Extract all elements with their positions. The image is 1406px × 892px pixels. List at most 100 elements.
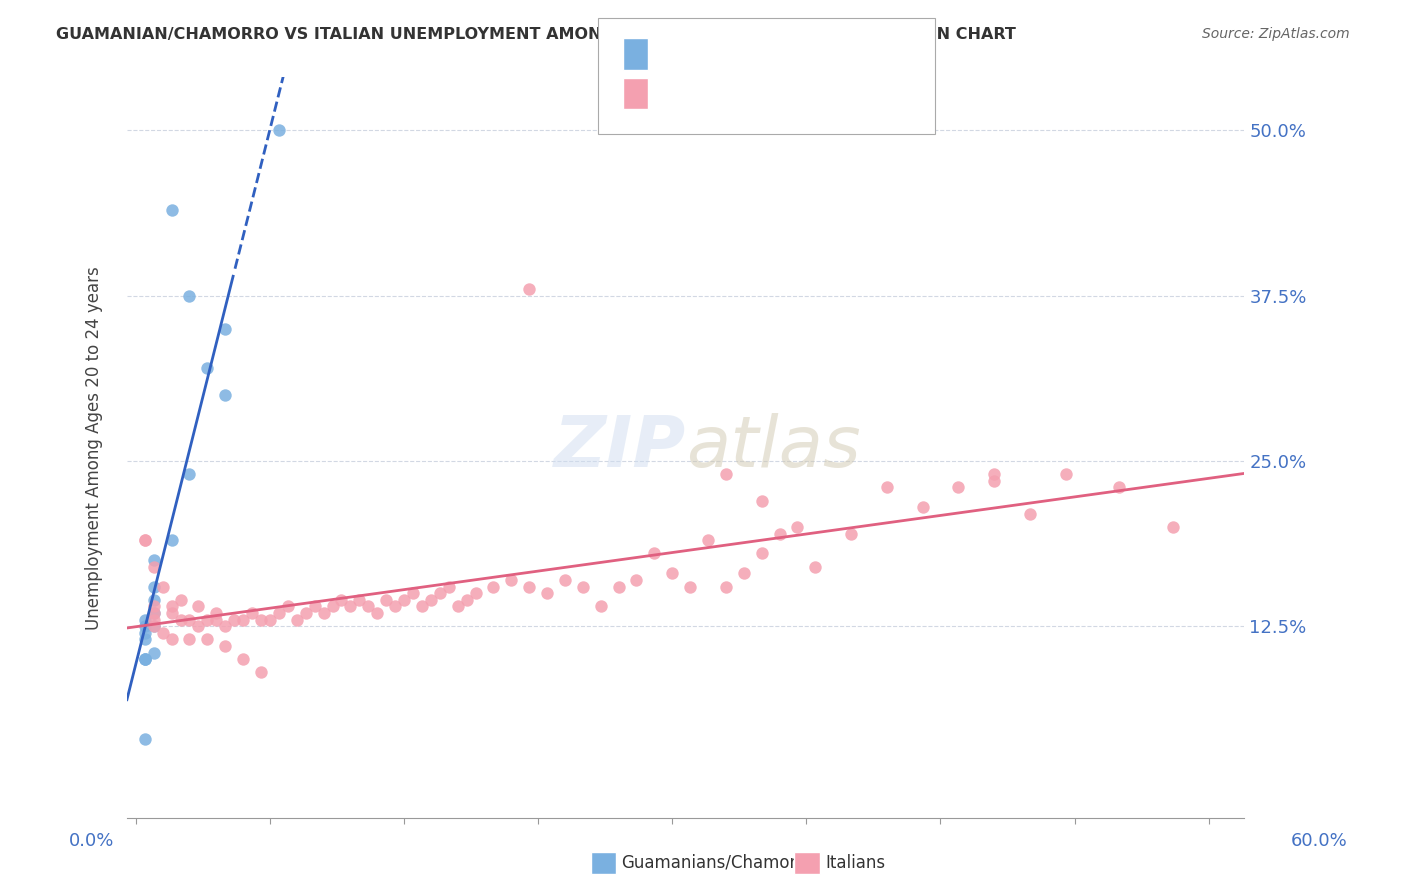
Text: N = 86: N = 86 bbox=[773, 82, 835, 100]
Point bbox=[330, 592, 353, 607]
Point bbox=[134, 533, 156, 548]
Point bbox=[179, 613, 201, 627]
Point bbox=[517, 580, 540, 594]
Point bbox=[160, 533, 183, 548]
Point bbox=[322, 599, 344, 614]
Point bbox=[285, 613, 308, 627]
Point bbox=[429, 586, 451, 600]
Point bbox=[384, 599, 406, 614]
Point bbox=[536, 586, 558, 600]
Point bbox=[876, 480, 898, 494]
Point bbox=[643, 546, 665, 560]
Point bbox=[142, 619, 165, 633]
Text: Italians: Italians bbox=[825, 854, 886, 871]
Point bbox=[983, 467, 1005, 482]
Text: R = 0.210: R = 0.210 bbox=[654, 82, 744, 100]
Point bbox=[267, 606, 290, 620]
Point bbox=[160, 606, 183, 620]
Point bbox=[804, 559, 827, 574]
Point bbox=[447, 599, 470, 614]
Point bbox=[179, 467, 201, 482]
Point bbox=[250, 613, 273, 627]
Point bbox=[195, 613, 218, 627]
Point bbox=[179, 288, 201, 302]
Point bbox=[554, 573, 576, 587]
Point bbox=[160, 202, 183, 217]
Point bbox=[134, 652, 156, 666]
Point bbox=[294, 606, 316, 620]
Point bbox=[714, 580, 737, 594]
Point bbox=[187, 599, 209, 614]
Point bbox=[661, 566, 683, 581]
Point bbox=[339, 599, 361, 614]
Point bbox=[195, 632, 218, 647]
Point bbox=[733, 566, 755, 581]
Point bbox=[240, 606, 263, 620]
Point bbox=[751, 493, 773, 508]
Point bbox=[482, 580, 505, 594]
Point bbox=[679, 580, 702, 594]
Point bbox=[232, 652, 254, 666]
Text: 60.0%: 60.0% bbox=[1291, 831, 1347, 849]
Point bbox=[232, 613, 254, 627]
Point bbox=[1018, 507, 1040, 521]
Point bbox=[142, 580, 165, 594]
Point bbox=[134, 625, 156, 640]
Point bbox=[142, 592, 165, 607]
Point bbox=[714, 467, 737, 482]
Text: N = 22: N = 22 bbox=[773, 43, 835, 61]
Point bbox=[142, 606, 165, 620]
Point bbox=[349, 592, 371, 607]
Point bbox=[142, 606, 165, 620]
Point bbox=[411, 599, 433, 614]
Point bbox=[697, 533, 720, 548]
Point bbox=[134, 533, 156, 548]
Point bbox=[366, 606, 388, 620]
Point bbox=[1108, 480, 1130, 494]
Point bbox=[948, 480, 970, 494]
Point bbox=[134, 632, 156, 647]
Point bbox=[267, 123, 290, 137]
Point bbox=[134, 731, 156, 746]
Point bbox=[195, 361, 218, 376]
Point bbox=[419, 592, 441, 607]
Point bbox=[214, 321, 236, 335]
Point bbox=[250, 665, 273, 680]
Point bbox=[517, 282, 540, 296]
Point bbox=[375, 592, 398, 607]
Text: Source: ZipAtlas.com: Source: ZipAtlas.com bbox=[1202, 27, 1350, 41]
Point bbox=[179, 632, 201, 647]
Point bbox=[214, 619, 236, 633]
Point bbox=[839, 526, 862, 541]
Text: Guamanians/Chamorros: Guamanians/Chamorros bbox=[621, 854, 823, 871]
Point bbox=[152, 625, 174, 640]
Text: 0.0%: 0.0% bbox=[69, 831, 114, 849]
Point bbox=[142, 646, 165, 660]
Point bbox=[187, 619, 209, 633]
Point bbox=[501, 573, 523, 587]
Point bbox=[214, 388, 236, 402]
Point bbox=[142, 619, 165, 633]
Point bbox=[392, 592, 415, 607]
Point bbox=[142, 599, 165, 614]
Point bbox=[357, 599, 380, 614]
Point bbox=[205, 613, 228, 627]
Point bbox=[911, 500, 934, 515]
Point bbox=[142, 613, 165, 627]
Point bbox=[786, 520, 808, 534]
Point bbox=[751, 546, 773, 560]
Point bbox=[402, 586, 425, 600]
Point bbox=[626, 573, 648, 587]
Point bbox=[983, 474, 1005, 488]
Point bbox=[152, 580, 174, 594]
Text: GUAMANIAN/CHAMORRO VS ITALIAN UNEMPLOYMENT AMONG AGES 20 TO 24 YEARS CORRELATION: GUAMANIAN/CHAMORRO VS ITALIAN UNEMPLOYME… bbox=[56, 27, 1017, 42]
Text: atlas: atlas bbox=[686, 413, 860, 483]
Text: ZIP: ZIP bbox=[554, 413, 686, 483]
Point bbox=[134, 613, 156, 627]
Text: R = 0.674: R = 0.674 bbox=[654, 43, 745, 61]
Point bbox=[259, 613, 281, 627]
Point bbox=[1054, 467, 1077, 482]
Point bbox=[169, 592, 191, 607]
Point bbox=[160, 599, 183, 614]
Point bbox=[1161, 520, 1184, 534]
